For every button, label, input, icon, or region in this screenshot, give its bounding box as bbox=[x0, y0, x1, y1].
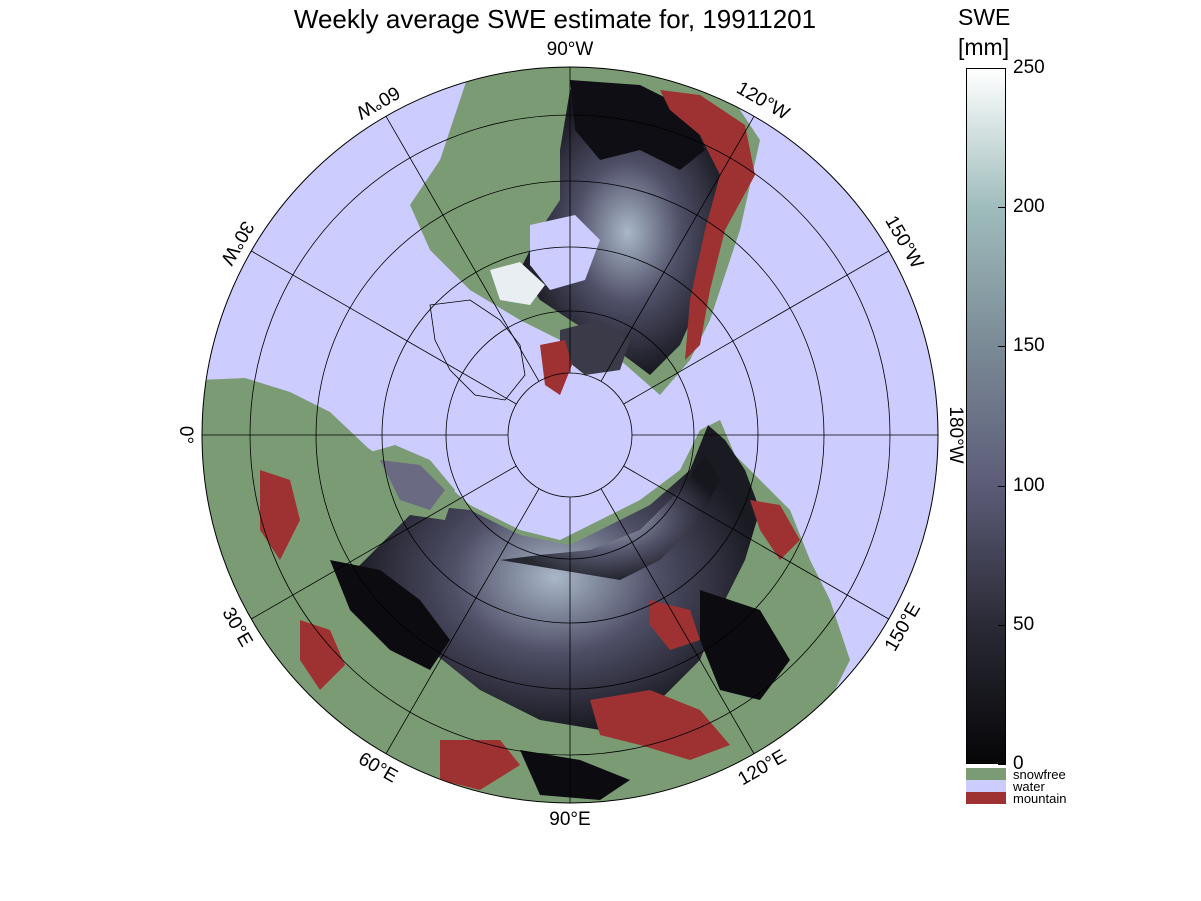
meridian-line bbox=[623, 465, 889, 620]
colorbar-tick-mark bbox=[998, 624, 1006, 626]
colorbar-tick-label: 250 bbox=[1013, 57, 1045, 78]
graticule bbox=[202, 67, 938, 803]
meridian-line bbox=[251, 465, 517, 620]
map-title: Weekly average SWE estimate for, 1991120… bbox=[293, 4, 817, 34]
hudson-bay bbox=[530, 215, 600, 290]
meridian-line bbox=[600, 116, 755, 382]
category-swatch-snowfree bbox=[966, 768, 1006, 780]
colorbar-tick-label: 50 bbox=[1013, 613, 1035, 635]
category-label-mountain: mountain bbox=[1013, 791, 1067, 806]
colorbar-label-swe: SWE bbox=[958, 4, 1011, 30]
category-label-snowfree: snowfree bbox=[1013, 767, 1066, 782]
longitude-label: 90°E bbox=[549, 809, 590, 830]
meridian-line bbox=[385, 116, 540, 382]
colorbar-tick-mark bbox=[998, 346, 1006, 348]
greenland-ice-sheet bbox=[429, 299, 526, 401]
map-border bbox=[201, 66, 939, 804]
meridian-line bbox=[251, 250, 517, 405]
colorbar-title: SWE [mm] bbox=[958, 2, 1010, 62]
category-label-water: water bbox=[1013, 779, 1045, 794]
colorbar-gradient bbox=[966, 68, 1006, 764]
colorbar-tick-label: 200 bbox=[1013, 196, 1045, 218]
scandinavia-snow bbox=[380, 460, 445, 510]
ellesmere-mountains bbox=[540, 340, 572, 395]
colorbar-tick-label: 100 bbox=[1013, 474, 1045, 496]
longitude-label: 90°W bbox=[547, 39, 594, 60]
low-swe-patch-south bbox=[520, 750, 630, 800]
meridian-line bbox=[600, 488, 755, 754]
category-swatch-water bbox=[966, 780, 1006, 792]
longitude-label: 0° bbox=[175, 426, 196, 444]
baffin-snow bbox=[490, 262, 545, 305]
colorbar-tick-mark bbox=[998, 485, 1006, 487]
longitude-label: 180°W bbox=[945, 406, 966, 463]
siberia-snow-core bbox=[500, 455, 720, 580]
category-swatch-mountain bbox=[966, 792, 1006, 804]
low-swe-patch-west bbox=[330, 560, 450, 670]
colorbar-tick-mark bbox=[998, 207, 1006, 209]
low-swe-patch-east bbox=[700, 590, 790, 700]
meridian-line bbox=[385, 488, 540, 754]
colorbar-tick-mark bbox=[998, 68, 1006, 69]
colorbar-label-units: [mm] bbox=[958, 34, 1010, 60]
eurasia-snow-cover bbox=[350, 425, 760, 730]
colorbar-tick-label: 0 bbox=[1013, 753, 1024, 774]
colorbar-tick-label: 150 bbox=[1013, 335, 1045, 357]
meridian-line bbox=[623, 250, 889, 405]
mountain-regions bbox=[260, 90, 800, 790]
colorbar-tick-mark bbox=[998, 764, 1006, 765]
